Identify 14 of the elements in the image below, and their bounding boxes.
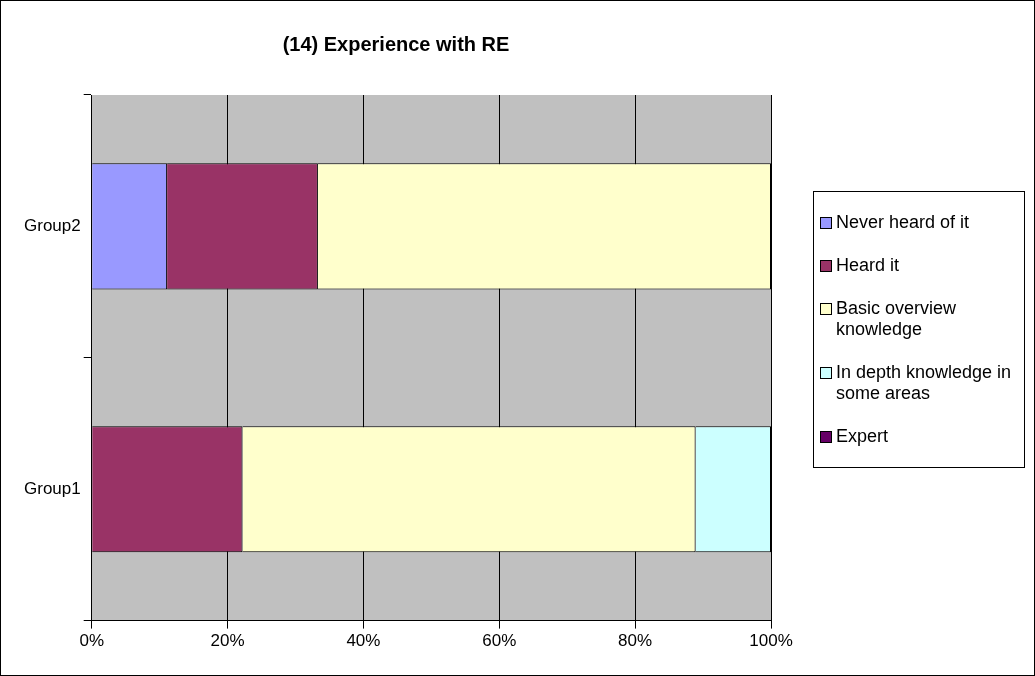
y-tick-label: Group1 [24, 478, 81, 498]
x-tick-label: 40% [346, 631, 381, 651]
x-tick-label: 60% [482, 631, 517, 651]
legend-label: Heard it [836, 255, 900, 276]
legend-label: Never heard of it [836, 212, 970, 233]
x-tick-label: 80% [618, 631, 653, 651]
x-tick-label: 0% [79, 631, 104, 651]
y-tick-label: Group2 [24, 216, 81, 236]
chart-title: (14) Experience with RE [282, 32, 510, 55]
legend-label: Basic overview knowledge [836, 298, 958, 340]
legend-label: In depth knowledge in some areas [836, 362, 1013, 404]
x-tick-label: 100% [749, 631, 793, 651]
x-tick-label: 20% [210, 631, 245, 651]
legend-label: Expert [836, 426, 889, 447]
